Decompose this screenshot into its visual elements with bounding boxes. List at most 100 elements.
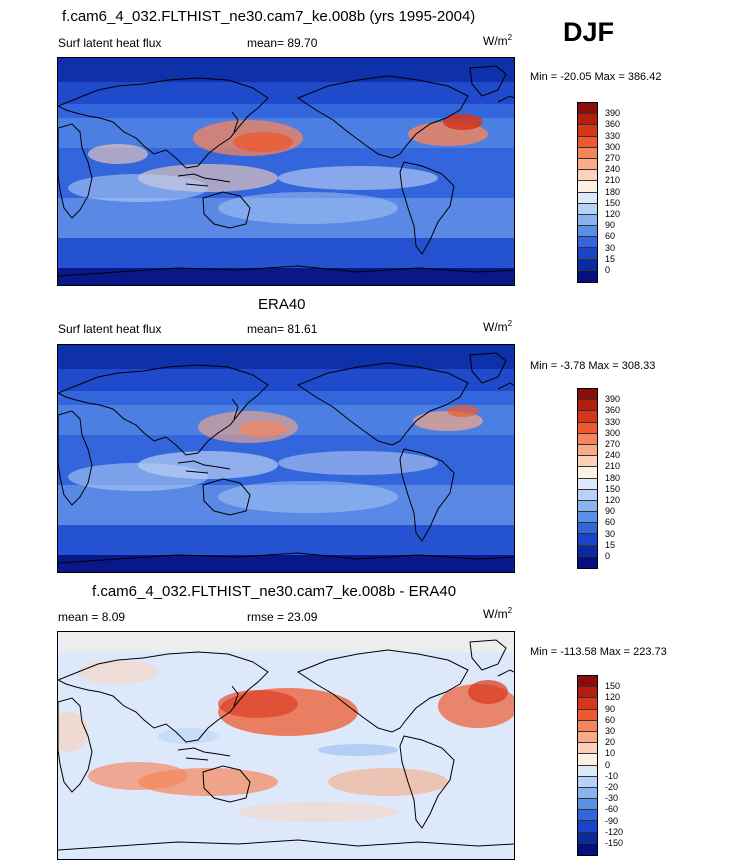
colorbar-swatch bbox=[578, 743, 597, 755]
colorbar-swatch bbox=[578, 810, 597, 822]
colorbar-swatch bbox=[578, 422, 597, 434]
colorbar-swatch bbox=[578, 731, 597, 744]
colorbar-tick-label: 210 bbox=[605, 175, 621, 186]
colorbar-tick-label: 60 bbox=[605, 714, 616, 725]
colorbar-tick-label: 30 bbox=[605, 528, 616, 539]
colorbar-swatch bbox=[578, 248, 597, 260]
colorbar-swatch bbox=[578, 765, 597, 777]
colorbar-tick-label: 270 bbox=[605, 439, 621, 449]
colorbar-swatch bbox=[578, 720, 597, 732]
colorbar-tick-label: 150 bbox=[605, 197, 621, 208]
colorbar-swatch bbox=[578, 456, 597, 468]
colorbar-swatch bbox=[578, 676, 597, 688]
colorbar-swatch bbox=[578, 534, 597, 546]
colorbar-swatch bbox=[578, 500, 597, 513]
panel1-units: W/m2 bbox=[483, 33, 513, 48]
colorbar-tick-label: 150 bbox=[605, 483, 621, 494]
colorbar-tick-label: 0 bbox=[605, 759, 611, 770]
colorbar-tick-label: 210 bbox=[605, 461, 621, 472]
colorbar-tick-label: -10 bbox=[605, 770, 619, 781]
panel1-map bbox=[57, 57, 515, 286]
colorbar-tick-label: 0 bbox=[605, 265, 611, 275]
colorbar-tick-label: 330 bbox=[605, 130, 621, 141]
panel3-title: f.cam6_4_032.FLTHIST_ne30.cam7_ke.008b -… bbox=[92, 583, 457, 600]
colorbar-swatch bbox=[578, 147, 597, 159]
colorbar-swatch bbox=[578, 192, 597, 204]
panel2-colorbar bbox=[577, 388, 598, 569]
colorbar-swatch bbox=[578, 467, 597, 479]
colorbar-tick-label: -20 bbox=[605, 782, 619, 792]
colorbar-tick-label: 90 bbox=[605, 703, 616, 714]
colorbar-swatch bbox=[578, 444, 597, 457]
panel2-minmax: Min = -3.78 Max = 308.33 bbox=[530, 360, 656, 372]
colorbar-swatch bbox=[578, 776, 597, 788]
colorbar-tick-label: 30 bbox=[605, 242, 616, 253]
colorbar-tick-label: 180 bbox=[605, 472, 621, 483]
colorbar-tick-label: 10 bbox=[605, 748, 616, 759]
colorbar-tick-label: -150 bbox=[605, 838, 624, 848]
panel3-units: W/m2 bbox=[483, 606, 513, 621]
panel2-title: ERA40 bbox=[258, 296, 306, 313]
colorbar-tick-label: 150 bbox=[605, 681, 621, 692]
colorbar-swatch bbox=[578, 203, 597, 215]
panel1-variable: Surf latent heat flux bbox=[58, 36, 162, 50]
colorbar-swatch bbox=[578, 259, 597, 271]
colorbar-tick-label: 360 bbox=[605, 119, 621, 130]
colorbar-tick-label: 60 bbox=[605, 517, 616, 528]
colorbar-swatch bbox=[578, 512, 597, 524]
colorbar-swatch bbox=[578, 270, 597, 282]
colorbar-tick-label: 30 bbox=[605, 726, 616, 736]
colorbar-tick-label: -90 bbox=[605, 815, 619, 826]
colorbar-swatch bbox=[578, 709, 597, 721]
colorbar-tick-label: 180 bbox=[605, 186, 621, 197]
colorbar-tick-label: 270 bbox=[605, 153, 621, 163]
colorbar-tick-label: 20 bbox=[605, 737, 616, 748]
panel2-variable: Surf latent heat flux bbox=[58, 322, 162, 336]
panel3-rmse: rmse = 23.09 bbox=[247, 610, 318, 624]
panel3-map bbox=[57, 631, 515, 860]
colorbar-swatch bbox=[578, 103, 597, 115]
colorbar-tick-label: 300 bbox=[605, 141, 621, 152]
colorbar-swatch bbox=[578, 170, 597, 182]
colorbar-tick-label: 90 bbox=[605, 220, 616, 231]
colorbar-tick-label: -60 bbox=[605, 804, 619, 815]
colorbar-swatch bbox=[578, 158, 597, 171]
colorbar-swatch bbox=[578, 411, 597, 423]
colorbar-swatch bbox=[578, 556, 597, 568]
colorbar-tick-label: 300 bbox=[605, 427, 621, 438]
panel1-mean: mean= 89.70 bbox=[247, 36, 318, 50]
colorbar-swatch bbox=[578, 237, 597, 249]
colorbar-swatch bbox=[578, 433, 597, 445]
colorbar-tick-label: 90 bbox=[605, 506, 616, 517]
colorbar-tick-label: 15 bbox=[605, 253, 616, 264]
colorbar-tick-label: 390 bbox=[605, 394, 621, 405]
colorbar-swatch bbox=[578, 698, 597, 710]
colorbar-swatch bbox=[578, 787, 597, 800]
panel3-minmax: Min = -113.58 Max = 223.73 bbox=[530, 646, 667, 658]
colorbar-swatch bbox=[578, 214, 597, 227]
panel2-map bbox=[57, 344, 515, 573]
colorbar-swatch bbox=[578, 754, 597, 766]
colorbar-swatch bbox=[578, 114, 597, 126]
colorbar-swatch bbox=[578, 125, 597, 137]
colorbar-swatch bbox=[578, 181, 597, 193]
colorbar-tick-label: 390 bbox=[605, 108, 621, 119]
colorbar-tick-label: 15 bbox=[605, 539, 616, 550]
colorbar-swatch bbox=[578, 136, 597, 148]
colorbar-swatch bbox=[578, 523, 597, 535]
colorbar-tick-label: 120 bbox=[605, 692, 621, 703]
panel2-units: W/m2 bbox=[483, 319, 513, 334]
colorbar-tick-label: -120 bbox=[605, 826, 624, 837]
panel2-mean: mean= 81.61 bbox=[247, 322, 318, 336]
colorbar-swatch bbox=[578, 821, 597, 833]
colorbar-swatch bbox=[578, 400, 597, 412]
colorbar-swatch bbox=[578, 832, 597, 844]
colorbar-tick-label: 360 bbox=[605, 405, 621, 416]
colorbar-tick-label: 120 bbox=[605, 495, 621, 505]
colorbar-swatch bbox=[578, 687, 597, 699]
colorbar-tick-label: -30 bbox=[605, 793, 619, 804]
panel1-colorbar bbox=[577, 102, 598, 283]
colorbar-swatch bbox=[578, 478, 597, 490]
colorbar-tick-label: 330 bbox=[605, 416, 621, 427]
colorbar-swatch bbox=[578, 226, 597, 238]
